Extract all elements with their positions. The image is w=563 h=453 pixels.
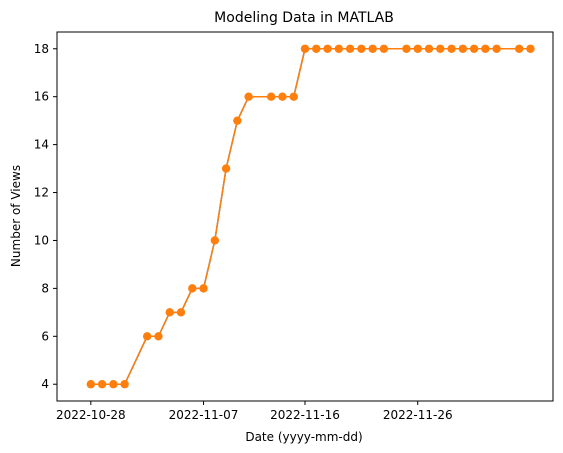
data-point [120,380,129,389]
data-point [413,44,422,53]
x-axis: 2022-10-28 2022-11-07 2022-11-16 2022-11-26 [56,401,453,422]
data-point [188,284,197,293]
data-point [165,308,174,317]
data-point [221,164,231,173]
y-axis-label: Number of Views [9,165,23,267]
x-tick-label: 2022-11-16 [270,408,340,422]
y-tick-label: 14 [34,138,49,152]
y-tick-label: 8 [41,281,49,295]
data-point [199,284,208,293]
y-tick-label: 10 [34,233,49,247]
data-point [244,92,253,101]
x-axis-label: Date (yyyy-mm-dd) [245,430,362,444]
data-point [368,44,377,53]
data-point [469,44,479,53]
data-point [323,44,332,53]
data-point [436,44,445,53]
chart-title: Modeling Data in MATLAB [214,10,394,26]
data-point [312,44,321,53]
data-point [233,116,242,125]
data-point [176,308,186,317]
data-point [526,44,535,53]
data-point [334,44,344,53]
y-tick-label: 16 [34,90,49,104]
x-tick-label: 2022-11-07 [169,408,239,422]
data-point [424,44,434,53]
data-point [109,380,118,389]
data-point [278,92,287,101]
data-point [481,44,490,53]
y-tick-label: 6 [41,329,49,343]
y-tick-label: 4 [41,377,49,391]
data-point [379,44,389,53]
data-point [458,44,468,53]
data-point [300,44,310,53]
y-axis: 4 6 8 10 12 14 16 18 [34,42,57,391]
data-point [266,92,276,101]
data-point [447,44,456,53]
data-point [210,236,220,245]
data-point [402,44,411,53]
data-point [97,380,107,389]
data-point [514,44,524,53]
y-tick-label: 18 [34,42,49,56]
data-point [154,332,163,341]
data-point [357,44,366,53]
plot-area [86,44,535,389]
x-tick-label: 2022-11-26 [383,408,453,422]
x-tick-label: 2022-10-28 [56,408,126,422]
data-point [289,92,298,101]
axes-frame [56,31,554,402]
data-point [142,332,152,341]
data-point [345,44,355,53]
data-point [492,44,501,53]
y-tick-label: 12 [34,186,49,200]
data-point [86,380,96,389]
